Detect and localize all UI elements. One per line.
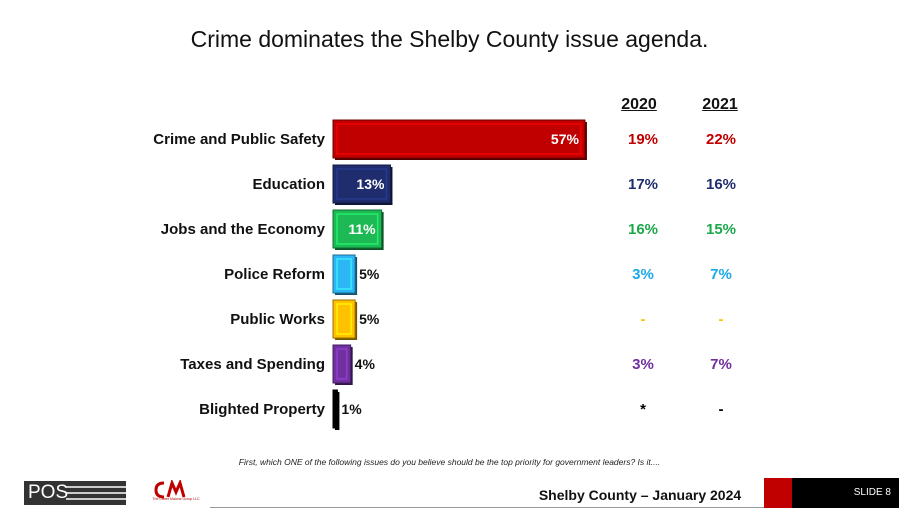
bar-bevel [336,303,352,335]
category-label: Jobs and the Economy [161,221,326,238]
comparison-2021-value: - [719,311,724,328]
bar [332,209,383,249]
survey-question: First, which ONE of the following issues… [238,457,661,467]
bar-value-label: 57% [551,131,580,147]
comparison-2021-value: 16% [706,176,736,193]
bar-value-label: 1% [341,401,362,417]
comparison-2021-value: 15% [706,221,736,238]
comparison-2020-value: 19% [628,131,658,148]
bar [332,254,356,294]
bar-bevel [336,123,582,155]
category-label: Crime and Public Safety [153,131,325,148]
comparison-2020-value: * [640,401,646,418]
category-label: Public Works [230,311,325,328]
bar-value-label: 5% [359,311,380,327]
bar-bevel [336,258,352,290]
footer-accent-red [764,478,792,508]
bar-bevel [336,348,348,380]
comparison-2020-value: 3% [632,356,654,373]
pos-logo-lines-icon [66,486,126,500]
comparison-2021-value: 22% [706,131,736,148]
category-label: Blighted Property [199,401,326,418]
bar-bevel [336,168,388,200]
bar-value-label: 11% [348,221,376,237]
footer-slide-box: SLIDE 8 [792,478,899,508]
comparison-2021-value: 7% [710,266,732,283]
chart-title: Crime dominates the Shelby County issue … [190,26,709,52]
comparison-2020-value: 17% [628,176,658,193]
category-label: Education [252,176,325,193]
pos-logo-text: POS [28,482,69,503]
carter-malone-logo-icon [154,480,186,499]
bar [332,119,586,159]
partner-logo-caption: The Carter Malone Group LLC [152,497,200,501]
category-label: Taxes and Spending [180,356,325,373]
bar [332,389,338,429]
bar [332,344,352,384]
bar-value-label: 4% [355,356,376,372]
comparison-2021-value: - [719,401,724,418]
bar [332,299,356,339]
comparison-2020-value: - [641,311,646,328]
bar-value-label: 13% [356,176,385,192]
footer-title: Shelby County – January 2024 [538,487,742,503]
slide-number: SLIDE 8 [853,487,891,498]
category-label: Police Reform [224,266,325,283]
pos-logo: POS [24,481,126,505]
bar-bevel [336,213,379,245]
comparison-2020-value: 3% [632,266,654,283]
footer-bar: POS The Carter Malone Group LLC Shelby C… [0,478,899,508]
bar-value-label: 5% [359,266,380,282]
bar-chart: Crime and Public Safety 57% 19% 22% Educatio… [153,119,736,430]
comparison-2021-value: 7% [710,356,732,373]
bar [332,164,391,204]
comparison-2020-value: 16% [628,221,658,238]
year-header-2020: 2020 [621,96,657,113]
year-header-2021: 2021 [702,96,738,113]
